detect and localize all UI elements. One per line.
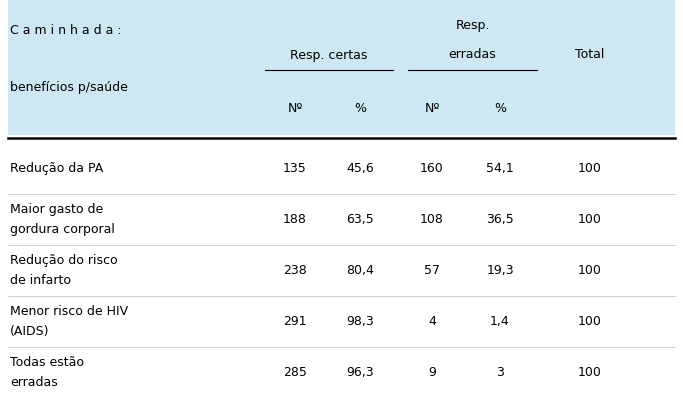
Text: Maior gasto de: Maior gasto de [10, 203, 103, 216]
Text: benefícios p/saúde: benefícios p/saúde [10, 81, 128, 94]
Text: 100: 100 [578, 162, 602, 175]
Bar [8, 0, 675, 135]
Text: 291: 291 [283, 315, 307, 328]
Text: erradas: erradas [10, 376, 58, 389]
Text: %: % [354, 101, 366, 114]
Text: 135: 135 [283, 162, 307, 175]
Text: 96,3: 96,3 [346, 366, 374, 379]
Text: 9: 9 [428, 366, 436, 379]
Text: 98,3: 98,3 [346, 315, 374, 328]
Text: de infarto: de infarto [10, 274, 71, 287]
Text: gordura corporal: gordura corporal [10, 223, 115, 236]
Text: 36,5: 36,5 [486, 213, 514, 226]
Text: 3: 3 [496, 366, 504, 379]
Text: C a m i n h a d a :: C a m i n h a d a : [10, 24, 122, 37]
Text: 57: 57 [424, 264, 440, 277]
Text: 285: 285 [283, 366, 307, 379]
Text: Nº: Nº [288, 101, 303, 114]
Text: 100: 100 [578, 264, 602, 277]
Text: 100: 100 [578, 315, 602, 328]
Text: 45,6: 45,6 [346, 162, 374, 175]
Text: Resp.: Resp. [456, 18, 490, 31]
Text: 80,4: 80,4 [346, 264, 374, 277]
Text: Menor risco de HIV: Menor risco de HIV [10, 305, 128, 318]
Text: 100: 100 [578, 213, 602, 226]
Text: 100: 100 [578, 366, 602, 379]
Text: 1,4: 1,4 [490, 315, 510, 328]
Text: 54,1: 54,1 [486, 162, 514, 175]
Text: Redução da PA: Redução da PA [10, 162, 103, 175]
Text: (AIDS): (AIDS) [10, 325, 49, 338]
Text: Nº: Nº [424, 101, 440, 114]
Text: 238: 238 [283, 264, 307, 277]
Text: %: % [494, 101, 506, 114]
Text: Total: Total [575, 48, 604, 61]
Text: Resp. certas: Resp. certas [290, 48, 367, 61]
Text: 108: 108 [420, 213, 444, 226]
Text: erradas: erradas [449, 48, 497, 61]
Text: 19,3: 19,3 [486, 264, 514, 277]
Text: 4: 4 [428, 315, 436, 328]
Text: 63,5: 63,5 [346, 213, 374, 226]
Text: 160: 160 [420, 162, 444, 175]
Text: Todas estão: Todas estão [10, 356, 84, 369]
Text: Redução do risco: Redução do risco [10, 254, 117, 267]
Text: 188: 188 [283, 213, 307, 226]
